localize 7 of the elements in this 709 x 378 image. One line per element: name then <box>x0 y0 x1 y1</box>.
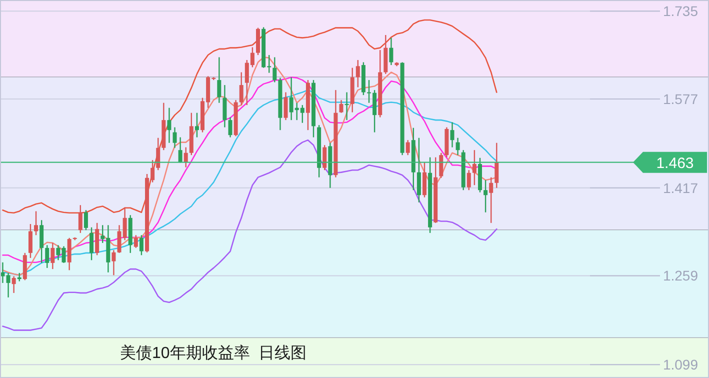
y-tick-label: 1.577 <box>662 90 698 107</box>
y-tick-label: 1.259 <box>662 268 698 284</box>
y-tick-label: 1.735 <box>662 3 698 20</box>
ref-line-label: 1.463 <box>656 154 694 172</box>
text: 美债10年期收益率 日线图 <box>120 344 307 362</box>
y-tick-label: 1.099 <box>662 356 698 373</box>
y-tick-label: 1.417 <box>662 180 698 196</box>
